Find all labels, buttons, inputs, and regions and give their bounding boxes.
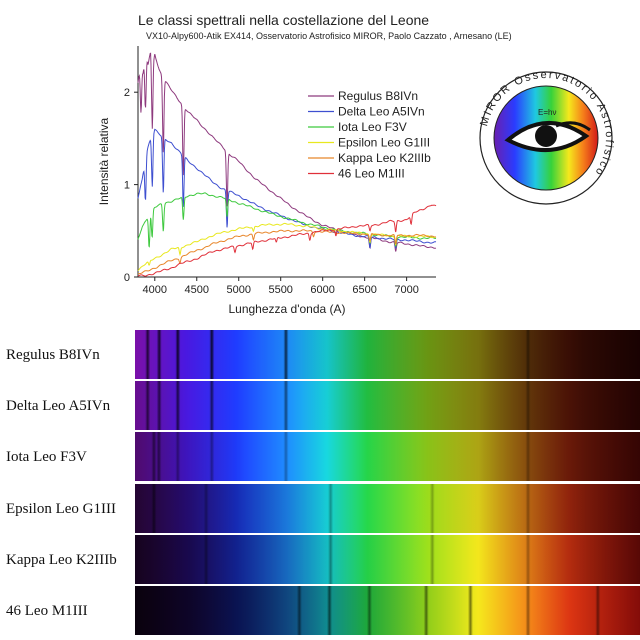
miror-observatory-logo: MIROR Osservatorio Astrofisico E=hν [478,70,613,205]
spectrum-strip-label: Iota Leo F3V [6,449,87,466]
x-tick-label: 6500 [352,284,376,296]
spectrum-strip [135,534,640,584]
logo-formula: E=hν [538,108,556,117]
logo-brow-icon [555,121,591,132]
chart-subtitle: VX10-Alpy600-Atik EX414, Osservatorio As… [146,31,512,41]
spectrum-strip [135,432,640,482]
spectrum-strip-label: Regulus B8IVn [6,347,100,363]
legend-entry: Iota Leo F3V [338,120,407,134]
spectrum-strip [135,330,640,379]
spectrum-strip-label: Kappa Leo K2IIIb [6,551,117,568]
legend-entry: Delta Leo A5IVn [338,105,425,119]
series-line [137,52,437,252]
x-tick-label: 4500 [185,284,209,296]
spectrum-line-chart: 4000 4500 5000 5500 6000 6500 7000 0 1 2 Lunghezza… [97,46,437,316]
series-line [137,204,437,277]
legend-entry: Epsilon Leo G1III [338,136,430,150]
y-tick-label: 2 [124,87,130,99]
spectrum-strip-label: 46 Leo M1III [6,603,88,619]
x-tick-label: 4000 [143,284,167,296]
x-tick-label: 7000 [394,284,418,296]
logo-pupil-icon [535,125,557,147]
chart-title: Le classi spettrali nella costellazione … [138,12,430,28]
x-tick-label: 6000 [310,284,334,296]
series-line [137,222,437,272]
series-line [137,229,437,275]
spectrum-strip-label: Epsilon Leo G1III [6,500,116,517]
series-line [137,128,437,249]
spectrum-strip-label: Delta Leo A5IVn [6,398,111,415]
legend-entry: Kappa Leo K2IIIb [338,151,431,165]
legend-entry: Regulus B8IVn [338,89,418,103]
legend-entry: 46 Leo M1III [338,167,405,181]
y-axis-label: Intensità relativa [97,117,111,205]
x-tick-label: 5500 [268,284,292,296]
spectrum-strip [135,483,640,533]
spectrum-strip [135,381,640,431]
x-tick-label: 5000 [226,284,250,296]
x-axis-label: Lunghezza d'onda (A) [228,302,345,316]
y-tick-label: 1 [124,180,130,192]
y-tick-label: 0 [124,272,130,284]
spectrum-strip [135,586,640,635]
